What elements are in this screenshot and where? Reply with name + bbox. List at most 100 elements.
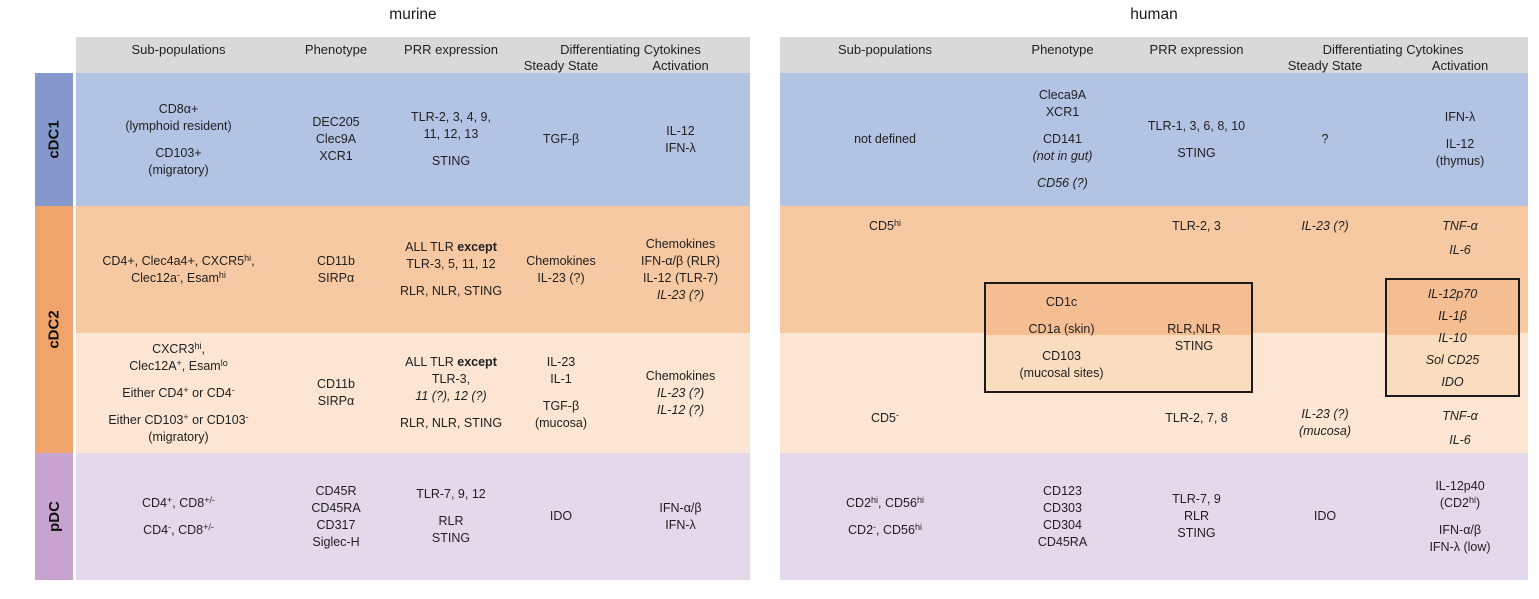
human-cdc2-cd5neg-subpopulations-cell: CD5- bbox=[780, 410, 990, 427]
murine-cdc2a-prr-cell: ALL TLR except TLR-3, 5, 11, 12 RLR, NLR, … bbox=[391, 206, 511, 333]
text-line: STING bbox=[431, 154, 471, 168]
text-line: TLR-2, 3 bbox=[1172, 219, 1221, 233]
text-line: IL-10 bbox=[1438, 330, 1467, 345]
human-pdc-prr-cell: TLR-7, 9 RLR STING bbox=[1135, 453, 1258, 580]
murine-cdc1-prr-cell: TLR-2, 3, 4, 9, 11, 12, 13 STING bbox=[391, 73, 511, 206]
text-line: Clec12A+, Esamlo bbox=[129, 357, 228, 373]
text-line: TLR-7, 9 bbox=[1172, 492, 1221, 506]
murine-cdc2b-subpopulations-cell: CXCR3hi, Clec12A+, Esamlo Either CD4+ or C… bbox=[76, 333, 281, 453]
human-header-steady-state: Steady State bbox=[1287, 58, 1363, 73]
human-cdc1-row: not defined Cleca9A XCR1 CD141 (not in gut)… bbox=[780, 73, 1528, 206]
text-line: TNF-α bbox=[1442, 409, 1478, 423]
text-line: TLR-7, 9, 12 bbox=[416, 487, 486, 501]
text-line: CD304 bbox=[1043, 517, 1082, 532]
murine-cdc2b-steady-cell: IL-23 IL-1 TGF-β (mucosa) bbox=[511, 333, 611, 453]
text-line: Cleca9A bbox=[1038, 88, 1087, 102]
text-line: (migratory) bbox=[148, 429, 209, 444]
human-cdc2-activation-box: IL-12p70 IL-1β IL-10 Sol CD25 IDO bbox=[1385, 278, 1520, 397]
text-line: CD1a (skin) bbox=[1028, 321, 1095, 336]
text-line: ALL TLR except bbox=[405, 240, 497, 254]
text-line: IL-1 bbox=[550, 372, 572, 386]
text-line: CD123 bbox=[1043, 483, 1082, 498]
human-cdc2-box-prr-cell: RLR,NLR STING bbox=[1137, 284, 1251, 391]
text-line: CD8α+ bbox=[158, 101, 199, 116]
text-line: IL-23 (?) bbox=[537, 270, 585, 285]
text-line: Chemokines bbox=[645, 236, 716, 251]
text-line: SIRPα bbox=[317, 270, 355, 285]
murine-header-prr-expression: PRR expression bbox=[404, 42, 498, 57]
human-header-phenotype: Phenotype bbox=[1031, 42, 1094, 57]
text-line: TGF-β bbox=[542, 132, 580, 146]
human-cdc2-cd5neg-steady-cell: IL-23 (?) (mucosa) bbox=[1258, 406, 1392, 440]
text-line: (mucosa) bbox=[1298, 424, 1352, 438]
text-line: IL-12 bbox=[666, 123, 695, 138]
text-line: IL-12 (TLR-7) bbox=[642, 270, 719, 285]
human-header-activation: Activation bbox=[1431, 58, 1489, 73]
human-pdc-phenotype-cell: CD123 CD303 CD304 CD45RA bbox=[990, 453, 1135, 580]
murine-cdc1-row: CD8α+ (lymphoid resident) CD103+ (migratory… bbox=[76, 73, 750, 206]
human-header-differentiating-cytokines: Differentiating Cytokines Steady State A… bbox=[1258, 37, 1528, 73]
text-line: CD5- bbox=[870, 410, 899, 425]
text-line: not defined bbox=[854, 132, 916, 146]
text-line: Either CD103+ or CD103- bbox=[108, 411, 249, 427]
text-line: IL-12p70 bbox=[1427, 286, 1478, 301]
murine-pdc-activation-cell: IFN-α/β IFN-λ bbox=[611, 453, 750, 580]
murine-header-sub-populations: Sub-populations bbox=[131, 42, 226, 57]
text-line: CXCR3hi, bbox=[152, 340, 205, 356]
human-cdc2-cd5neg-activation-cell: TNF-α IL-6 bbox=[1392, 404, 1528, 452]
text-line: (thymus) bbox=[1435, 154, 1485, 168]
murine-header-steady-state: Steady State bbox=[523, 58, 599, 73]
text-line: IFN-α/β bbox=[659, 500, 702, 515]
human-cdc1-phenotype-cell: Cleca9A XCR1 CD141 (not in gut) CD56 (?) bbox=[990, 73, 1135, 206]
text-line: XCR1 bbox=[319, 149, 353, 163]
murine-group-strip-cdc2: cDC2 bbox=[35, 206, 73, 453]
murine-pdc-subpopulations-cell: CD4+, CD8+/- CD4-, CD8+/- bbox=[76, 453, 281, 580]
murine-cdc2a-steady-cell: Chemokines IL-23 (?) bbox=[511, 206, 611, 333]
murine-group-strip-cdc1: cDC1 bbox=[35, 73, 73, 206]
murine-header-phenotype: Phenotype bbox=[304, 42, 368, 57]
text-line: 11 (?), 12 (?) bbox=[415, 389, 487, 403]
text-line: IFN-α/β (RLR) bbox=[641, 253, 720, 268]
text-line: (lymphoid resident) bbox=[125, 118, 232, 133]
human-cdc2-cd5hi-steady-cell: IL-23 (?) bbox=[1258, 218, 1392, 235]
text-line: CD45RA bbox=[1037, 534, 1088, 549]
text-line: STING bbox=[1174, 338, 1214, 353]
murine-header-diff-title: Differentiating Cytokines bbox=[560, 42, 701, 57]
text-line: CD1c bbox=[1045, 294, 1078, 309]
text-line: TLR-2, 7, 8 bbox=[1165, 411, 1228, 425]
text-line: STING bbox=[1177, 145, 1216, 160]
murine-pdc-row: CD4+, CD8+/- CD4-, CD8+/- CD45R CD45RA CD31… bbox=[76, 453, 750, 580]
murine-pdc-phenotype-cell: CD45R CD45RA CD317 Siglec-H bbox=[281, 453, 391, 580]
text-line: IFN-λ bbox=[665, 517, 696, 532]
text-line: CD4-, CD8+/- bbox=[143, 521, 214, 537]
text-line: (mucosal sites) bbox=[1019, 365, 1104, 380]
text-line: CD45RA bbox=[311, 500, 361, 515]
text-line: (migratory) bbox=[148, 162, 209, 177]
text-line: (mucosa) bbox=[534, 416, 588, 430]
text-line: Siglec-H bbox=[312, 534, 360, 549]
text-line: CD56 (?) bbox=[1037, 176, 1088, 190]
text-line: IDO bbox=[549, 509, 573, 523]
human-cdc2-cd5hi-subpopulations-cell: CD5hi bbox=[780, 218, 990, 235]
murine-cdc2b-activation-cell: Chemokines IL-23 (?) IL-12 (?) bbox=[611, 333, 750, 453]
text-line: IL-12 bbox=[1445, 137, 1475, 151]
text-line: IL-23 (?) bbox=[656, 385, 705, 400]
human-cdc2-cd5hi-prr-cell: TLR-2, 3 bbox=[1135, 218, 1258, 235]
text-line: IL-6 bbox=[1449, 433, 1471, 447]
text-line: CD4+, CD8+/- bbox=[142, 494, 215, 510]
human-header-row: Sub-populations Phenotype PRR expression… bbox=[780, 37, 1528, 73]
text-line: Chemokines bbox=[645, 368, 716, 383]
text-line: DEC205 bbox=[312, 115, 360, 129]
murine-header-row: Sub-populations Phenotype PRR expression… bbox=[76, 37, 750, 73]
text-line: IL-23 bbox=[546, 355, 576, 369]
text-line: Sol CD25 bbox=[1425, 352, 1480, 367]
text-line: CD317 bbox=[316, 517, 356, 532]
murine-table-title: murine bbox=[389, 6, 437, 23]
text-line: CD45R bbox=[315, 483, 357, 498]
text-line: IFN-λ bbox=[1444, 110, 1476, 124]
text-line: IL-23 (?) bbox=[1301, 407, 1349, 421]
text-line: CD4+, Clec4a4+, CXCR5hi, bbox=[102, 252, 255, 268]
murine-cdc2a-activation-cell: Chemokines IFN-α/β (RLR) IL-12 (TLR-7) IL-2… bbox=[611, 206, 750, 333]
text-line: IL-6 bbox=[1449, 243, 1471, 257]
